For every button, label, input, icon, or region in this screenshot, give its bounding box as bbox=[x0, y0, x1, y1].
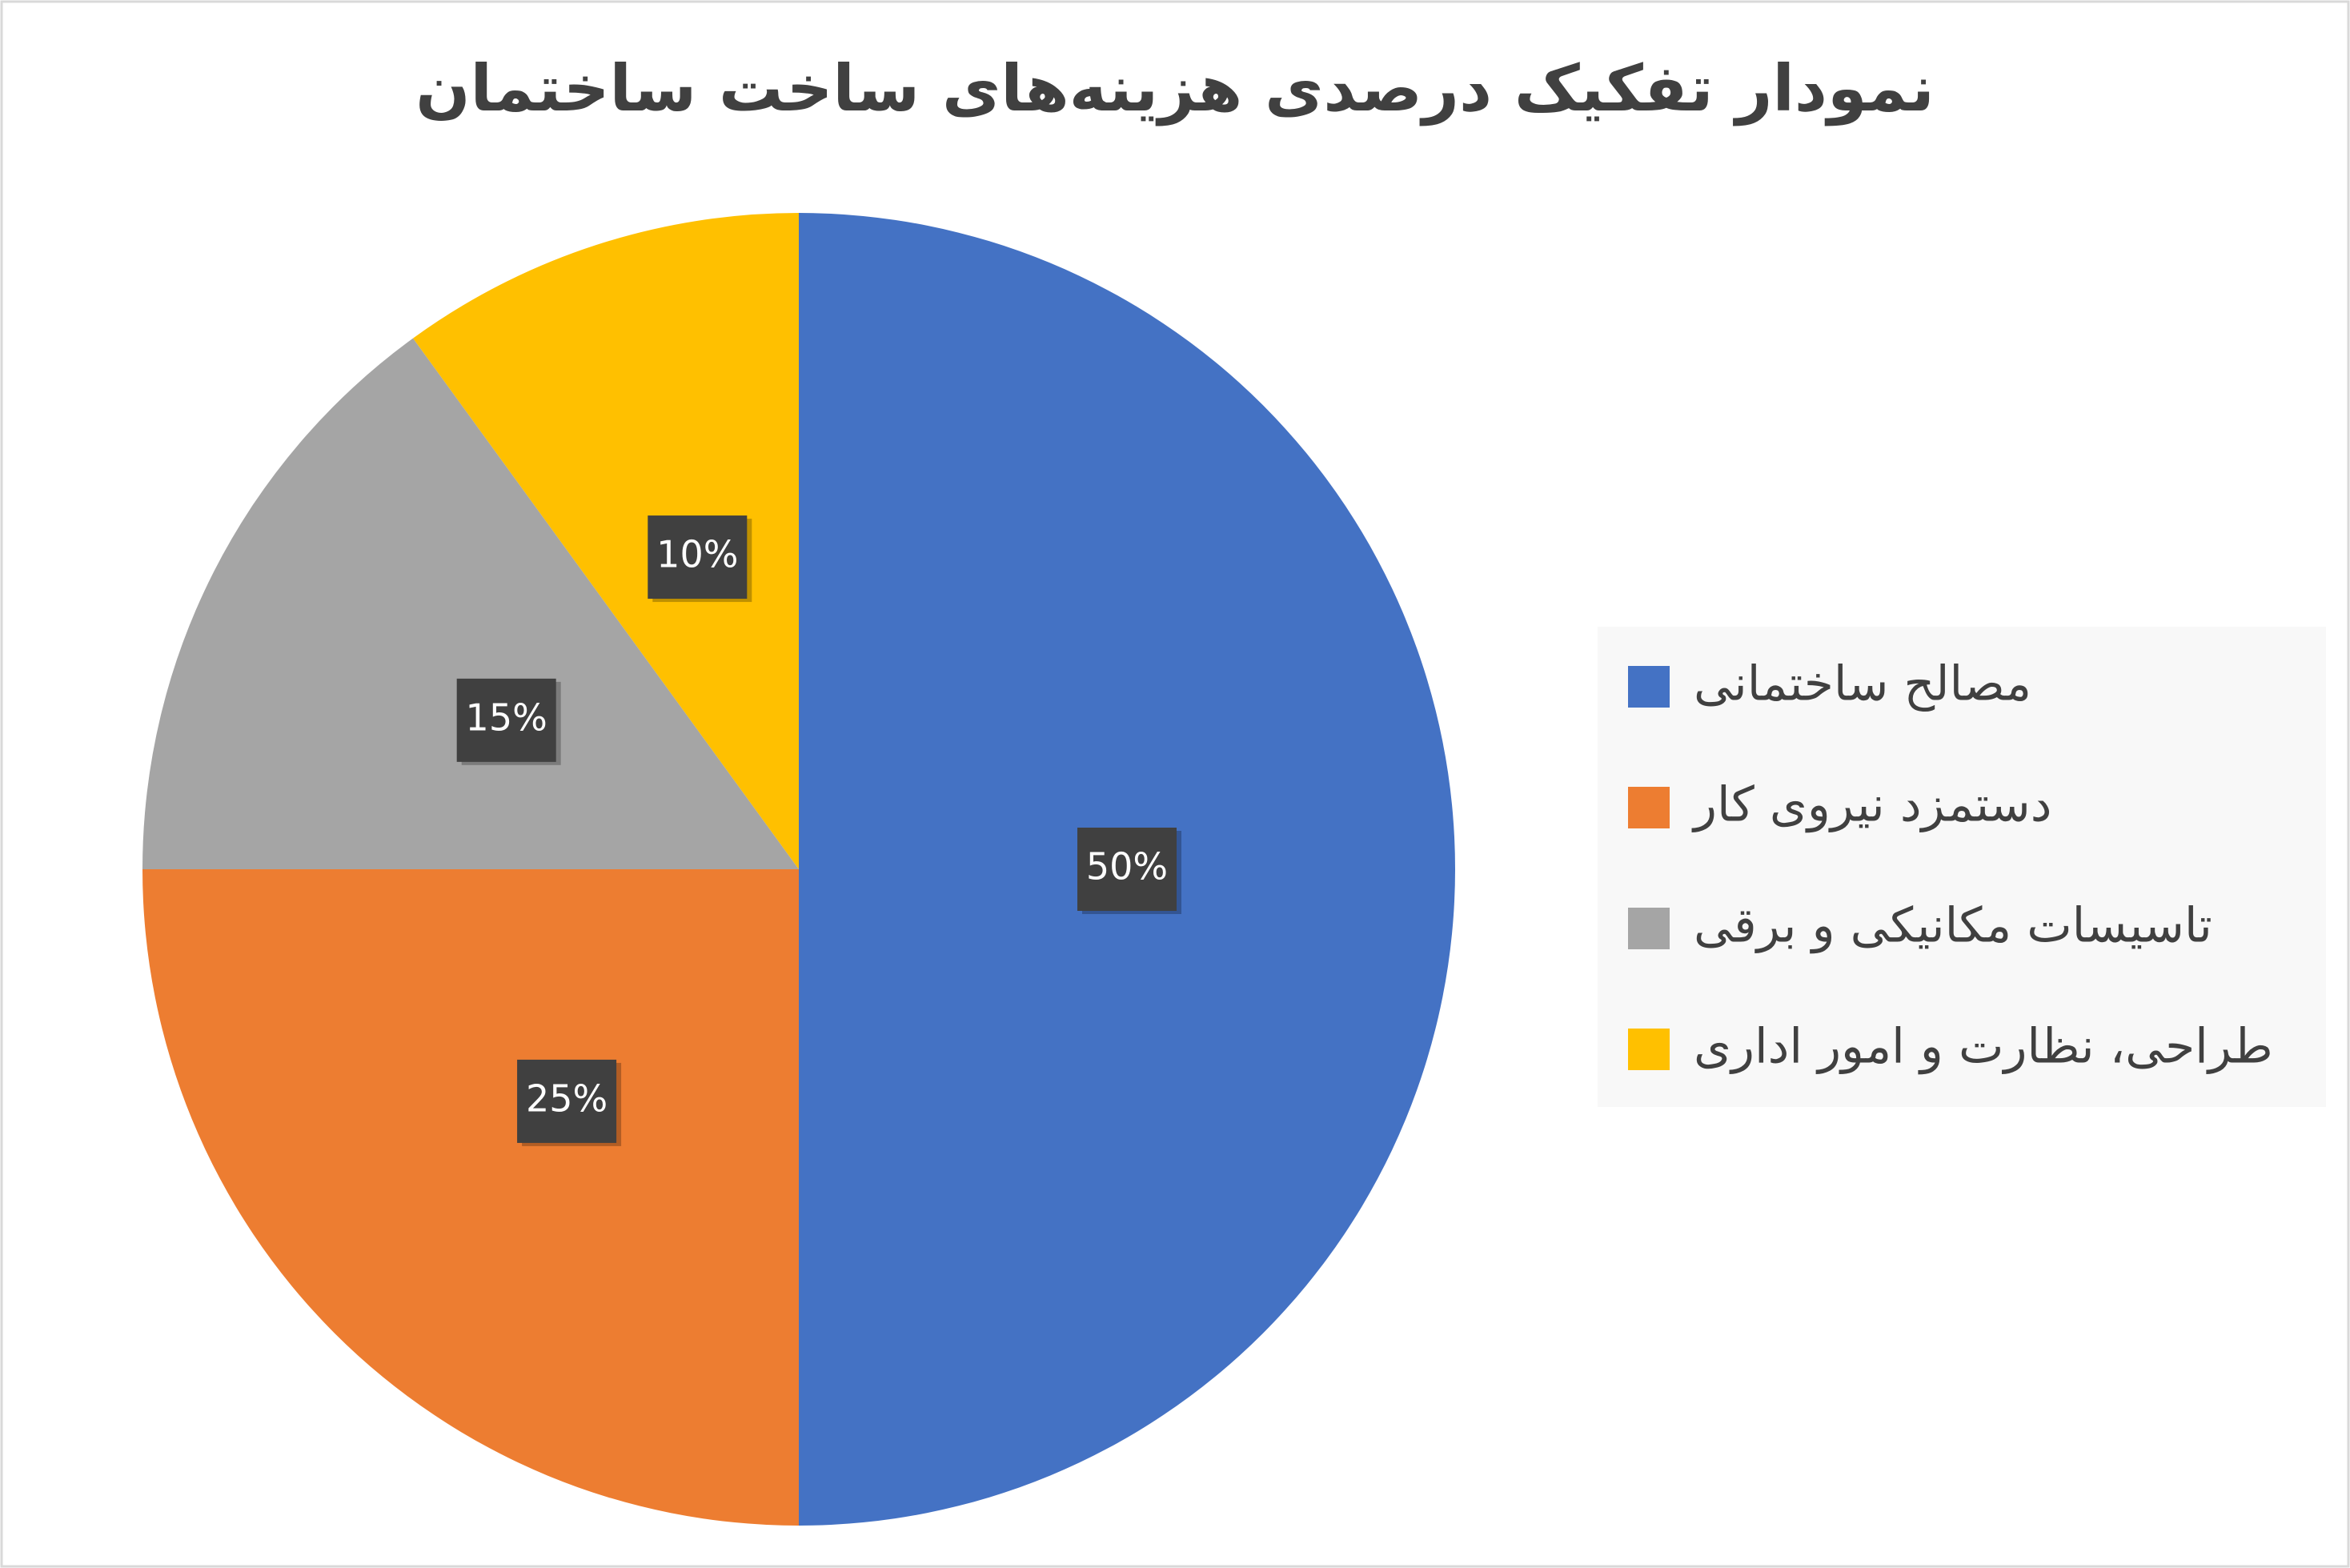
data-label: 15% bbox=[466, 696, 547, 739]
chart-title: نمودار تفکیک درصدی هزینه‌های ساخت ساختما… bbox=[415, 51, 1935, 126]
data-label-box bbox=[456, 678, 556, 762]
data-label: 50% bbox=[1086, 845, 1168, 888]
legend-label: دستمزد نیروی کار bbox=[1691, 777, 2051, 833]
legend-swatch bbox=[1628, 787, 1670, 828]
data-label-box bbox=[517, 1059, 617, 1143]
legend-box bbox=[1598, 627, 2326, 1107]
data-label: 10% bbox=[656, 533, 738, 576]
legend-swatch bbox=[1628, 666, 1670, 708]
data-label-box bbox=[648, 515, 748, 600]
legend-label: مصالح ساختمانی bbox=[1694, 656, 2031, 712]
data-label-box bbox=[1077, 828, 1177, 911]
legend-swatch bbox=[1628, 908, 1670, 949]
pie-slice bbox=[142, 338, 799, 869]
data-label: 25% bbox=[526, 1077, 608, 1120]
legend-label: تاسیسات مکانیکی و برقی bbox=[1694, 898, 2212, 954]
pie-slice bbox=[413, 213, 799, 869]
pie-slice bbox=[142, 869, 799, 1526]
legend-label: طراحی، نظارت و امور اداری bbox=[1694, 1019, 2273, 1075]
legend-swatch bbox=[1628, 1029, 1670, 1070]
